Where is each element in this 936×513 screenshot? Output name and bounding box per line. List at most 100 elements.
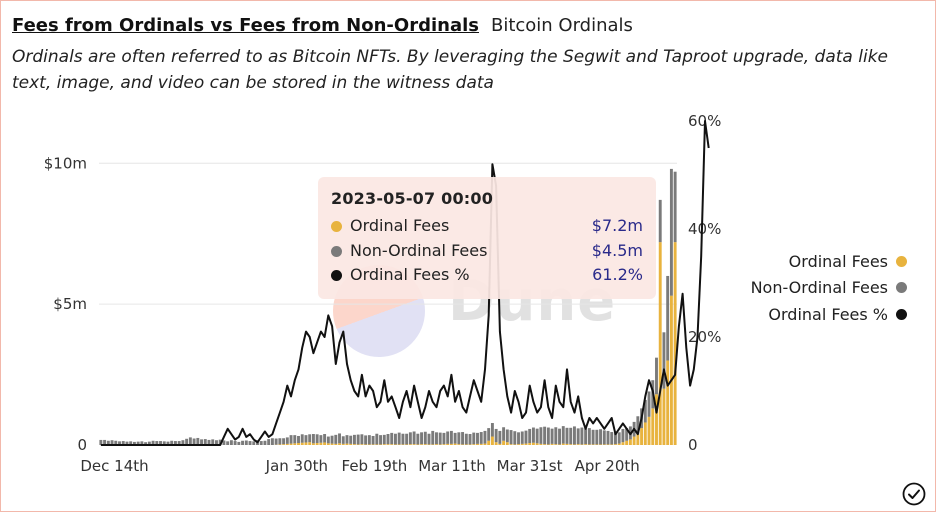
bar-non-ordinal-fees <box>334 435 337 444</box>
bar-ordinal-fees <box>368 444 371 445</box>
bar-ordinal-fees <box>372 444 375 445</box>
bar-non-ordinal-fees <box>461 432 464 444</box>
bar-non-ordinal-fees <box>457 432 460 444</box>
bar-non-ordinal-fees <box>364 435 367 444</box>
bar-non-ordinal-fees <box>357 435 360 445</box>
bar-non-ordinal-fees <box>655 358 658 395</box>
tooltip-row-ordinal: Ordinal Fees $7.2m <box>331 214 643 239</box>
bar-non-ordinal-fees <box>353 435 356 444</box>
bar-non-ordinal-fees <box>618 432 621 443</box>
x-tick-label: Jan 30th <box>265 457 328 475</box>
bar-non-ordinal-fees <box>383 435 386 444</box>
bar-non-ordinal-fees <box>249 441 252 445</box>
bar-non-ordinal-fees <box>349 436 352 444</box>
bar-non-ordinal-fees <box>532 428 535 443</box>
bar-ordinal-fees <box>528 443 531 445</box>
bar-non-ordinal-fees <box>338 433 341 443</box>
bar-ordinal-fees <box>592 444 595 445</box>
bar-non-ordinal-fees <box>431 431 434 445</box>
bar-non-ordinal-fees <box>562 426 565 443</box>
bar-non-ordinal-fees <box>539 427 542 444</box>
bar-non-ordinal-fees <box>308 434 311 442</box>
tooltip-label: Ordinal Fees <box>350 216 449 235</box>
bar-non-ordinal-fees <box>543 427 546 444</box>
bar-non-ordinal-fees <box>323 434 326 442</box>
bar-non-ordinal-fees <box>506 430 509 443</box>
bar-ordinal-fees <box>465 444 468 445</box>
legend-ordinal-fees-percent[interactable]: Ordinal Fees % <box>768 305 907 324</box>
bar-ordinal-fees <box>301 443 304 445</box>
bar-ordinal-fees <box>659 242 662 445</box>
bar-ordinal-fees <box>566 444 569 445</box>
bar-ordinal-fees <box>431 444 434 445</box>
y-right-tick-label: 0 <box>688 436 698 454</box>
chart-tooltip: 2023-05-07 00:00 Ordinal Fees $7.2m Non-… <box>318 177 656 299</box>
bar-non-ordinal-fees <box>442 433 445 444</box>
percent-dot-icon <box>896 309 907 320</box>
bar-ordinal-fees <box>461 444 464 445</box>
tooltip-date: 2023-05-07 00:00 <box>331 189 643 208</box>
bar-ordinal-fees <box>551 444 554 445</box>
bar-non-ordinal-fees <box>666 276 669 361</box>
bar-ordinal-fees <box>491 437 494 445</box>
bar-ordinal-fees <box>502 441 505 445</box>
bar-ordinal-fees <box>484 444 487 445</box>
bar-non-ordinal-fees <box>398 433 401 445</box>
bar-ordinal-fees <box>357 444 360 445</box>
bar-non-ordinal-fees <box>554 427 557 444</box>
bar-ordinal-fees <box>629 439 632 445</box>
bar-non-ordinal-fees <box>424 432 427 444</box>
bar-non-ordinal-fees <box>226 441 229 445</box>
bar-ordinal-fees <box>305 442 308 445</box>
bar-ordinal-fees <box>401 444 404 445</box>
bar-non-ordinal-fees <box>390 433 393 444</box>
check-circle-icon[interactable] <box>902 482 926 506</box>
bar-non-ordinal-fees <box>293 435 296 443</box>
ordinal-dot-icon <box>896 256 907 267</box>
bar-ordinal-fees <box>480 444 483 445</box>
bar-ordinal-fees <box>297 443 300 445</box>
bar-ordinal-fees <box>521 444 524 445</box>
bar-ordinal-fees <box>577 444 580 445</box>
bar-ordinal-fees <box>379 444 382 445</box>
bar-ordinal-fees <box>547 444 550 445</box>
bar-ordinal-fees <box>666 360 669 445</box>
bar-ordinal-fees <box>476 444 479 445</box>
bar-non-ordinal-fees <box>487 428 490 441</box>
bar-non-ordinal-fees <box>331 436 334 444</box>
bar-ordinal-fees <box>293 443 296 445</box>
tooltip-value: 61.2% <box>592 263 643 288</box>
bar-ordinal-fees <box>674 242 677 445</box>
bar-non-ordinal-fees <box>234 441 237 445</box>
bar-non-ordinal-fees <box>360 434 363 444</box>
x-tick-label: Mar 11th <box>418 457 486 475</box>
legend-non-ordinal-fees[interactable]: Non-Ordinal Fees <box>751 278 907 297</box>
bar-non-ordinal-fees <box>573 426 576 444</box>
bar-non-ordinal-fees <box>305 435 308 442</box>
y-left-tick-label: $5m <box>53 295 87 313</box>
legend-ordinal-fees[interactable]: Ordinal Fees <box>789 252 907 271</box>
bar-non-ordinal-fees <box>267 439 270 445</box>
legend-label: Non-Ordinal Fees <box>751 278 888 297</box>
bar-non-ordinal-fees <box>476 433 479 444</box>
bar-ordinal-fees <box>614 444 617 445</box>
bar-ordinal-fees <box>517 444 520 445</box>
bar-ordinal-fees <box>349 444 352 445</box>
y-right-tick-label: 40% <box>688 220 721 238</box>
bar-ordinal-fees <box>495 442 498 445</box>
bar-non-ordinal-fees <box>375 434 378 445</box>
non-ordinal-dot-icon <box>331 246 342 257</box>
bar-non-ordinal-fees <box>394 434 397 445</box>
y-left-tick-label: $10m <box>44 154 87 172</box>
x-tick-label: Mar 31st <box>497 457 563 475</box>
bar-non-ordinal-fees <box>260 441 263 445</box>
bar-non-ordinal-fees <box>290 435 293 443</box>
bar-ordinal-fees <box>510 444 513 445</box>
bar-ordinal-fees <box>442 444 445 445</box>
bar-ordinal-fees <box>607 444 610 445</box>
bar-non-ordinal-fees <box>566 428 569 444</box>
bar-non-ordinal-fees <box>319 435 322 443</box>
bar-non-ordinal-fees <box>189 437 192 445</box>
bar-ordinal-fees <box>346 444 349 445</box>
bar-non-ordinal-fees <box>450 431 453 444</box>
